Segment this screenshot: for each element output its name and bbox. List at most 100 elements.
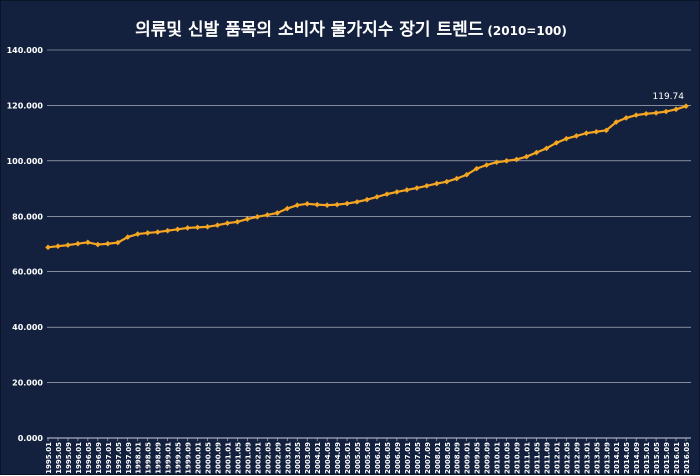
data-point: [264, 212, 271, 218]
data-point: [513, 156, 520, 163]
x-tick-label: 1998.05: [145, 442, 153, 474]
data-point: [633, 112, 639, 118]
x-tick-label: 2006.05: [384, 442, 392, 474]
x-tick-label: 2004.01: [314, 442, 322, 474]
x-tick-label: 2016.05: [683, 442, 691, 474]
data-point: [144, 230, 151, 236]
x-tick-label: 2013.05: [593, 442, 601, 474]
data-point: [294, 202, 301, 208]
data-point: [523, 153, 530, 160]
data-point: [344, 200, 350, 207]
data-point: [194, 224, 201, 231]
data-point: [443, 178, 450, 185]
y-tick-label: 40.000: [12, 323, 43, 332]
data-point: [543, 145, 550, 152]
data-point: [184, 225, 191, 231]
y-tick-label: 120.000: [7, 101, 44, 110]
last-value-label: 119.74: [653, 92, 685, 102]
x-tick-label: 2000.09: [214, 442, 222, 474]
x-tick-label: 1996.01: [75, 442, 83, 474]
data-point: [374, 194, 380, 200]
x-tick-label: 2005.01: [344, 442, 352, 474]
data-point: [463, 171, 470, 178]
data-point: [244, 216, 251, 222]
data-point: [314, 201, 320, 208]
data-point: [364, 196, 370, 203]
x-tick-label: 2013.01: [583, 442, 591, 474]
x-tick-label: 2000.01: [195, 442, 203, 474]
x-tick-label: 1995.01: [45, 442, 53, 474]
series-line: [47, 105, 687, 249]
data-point: [95, 241, 101, 248]
x-tick-label: 2015.09: [663, 442, 671, 474]
y-tick-label: 100.000: [7, 157, 44, 166]
x-tick-label: 1995.05: [55, 442, 63, 474]
data-point: [404, 187, 410, 193]
x-tick-label: 1997.01: [105, 442, 113, 474]
data-point: [234, 219, 241, 225]
data-point: [593, 128, 600, 135]
x-tick-label: 1996.09: [95, 442, 103, 474]
data-point: [573, 133, 580, 139]
x-tick-label: 2008.05: [444, 442, 452, 474]
data-point: [45, 244, 51, 251]
data-point: [324, 202, 330, 208]
x-tick-label: 2009.01: [464, 442, 472, 474]
x-tick-label: 1996.05: [85, 442, 93, 474]
x-tick-label: 2007.09: [424, 442, 432, 474]
data-point: [613, 119, 620, 125]
x-tick-label: 2011.05: [533, 442, 541, 474]
x-tick-label: 2009.09: [484, 442, 492, 474]
data-point: [483, 162, 490, 168]
x-tick-label: 2010.09: [514, 442, 522, 474]
x-tick-label: 1997.05: [115, 442, 123, 474]
x-tick-label: 2011.09: [543, 442, 551, 474]
x-tick-label: 2014.01: [613, 442, 621, 474]
x-tick-label: 2007.01: [404, 442, 412, 474]
data-point: [493, 159, 500, 166]
x-tick-label: 2005.05: [354, 442, 362, 474]
x-tick-label: 2005.09: [364, 442, 372, 474]
x-tick-label: 1999.05: [175, 442, 183, 474]
data-point: [673, 106, 679, 113]
x-tick-label: 2013.09: [603, 442, 611, 474]
x-tick-label: 2010.01: [494, 442, 502, 474]
x-tick-label: 2008.09: [454, 442, 462, 474]
data-point: [204, 224, 211, 230]
x-tick-label: 1999.09: [185, 442, 193, 474]
data-point: [254, 214, 261, 220]
data-point: [114, 239, 121, 246]
x-tick-label: 2001.05: [234, 442, 242, 474]
x-tick-label: 2012.09: [573, 442, 581, 474]
data-point: [583, 130, 590, 136]
x-tick-label: 2009.05: [474, 442, 482, 474]
data-point: [354, 199, 360, 205]
x-tick-label: 2015.01: [643, 442, 651, 474]
data-point: [683, 103, 689, 109]
data-point: [433, 180, 440, 187]
data-point: [304, 201, 310, 207]
x-tick-label: 2012.01: [553, 442, 561, 474]
x-tick-label: 2003.01: [284, 442, 292, 474]
data-point: [533, 149, 540, 156]
data-point: [643, 110, 649, 117]
x-tick-label: 2004.09: [334, 442, 342, 474]
data-point: [623, 115, 629, 121]
x-tick-label: 1998.01: [135, 442, 143, 474]
y-tick-label: 60.000: [12, 268, 43, 277]
data-point: [653, 110, 659, 116]
x-tick-label: 2011.01: [524, 442, 532, 474]
x-tick-label: 2014.09: [633, 442, 641, 474]
data-point: [553, 140, 560, 146]
x-tick-label: 2016.01: [673, 442, 681, 474]
x-tick-label: 2000.05: [205, 442, 213, 474]
data-point: [85, 239, 91, 246]
data-point: [284, 205, 291, 212]
x-tick-label: 2014.05: [623, 442, 631, 474]
x-tick-label: 2002.05: [264, 442, 272, 474]
x-tick-label: 1999.01: [165, 442, 173, 474]
x-tick-label: 2003.09: [304, 442, 312, 474]
data-point: [663, 108, 669, 115]
